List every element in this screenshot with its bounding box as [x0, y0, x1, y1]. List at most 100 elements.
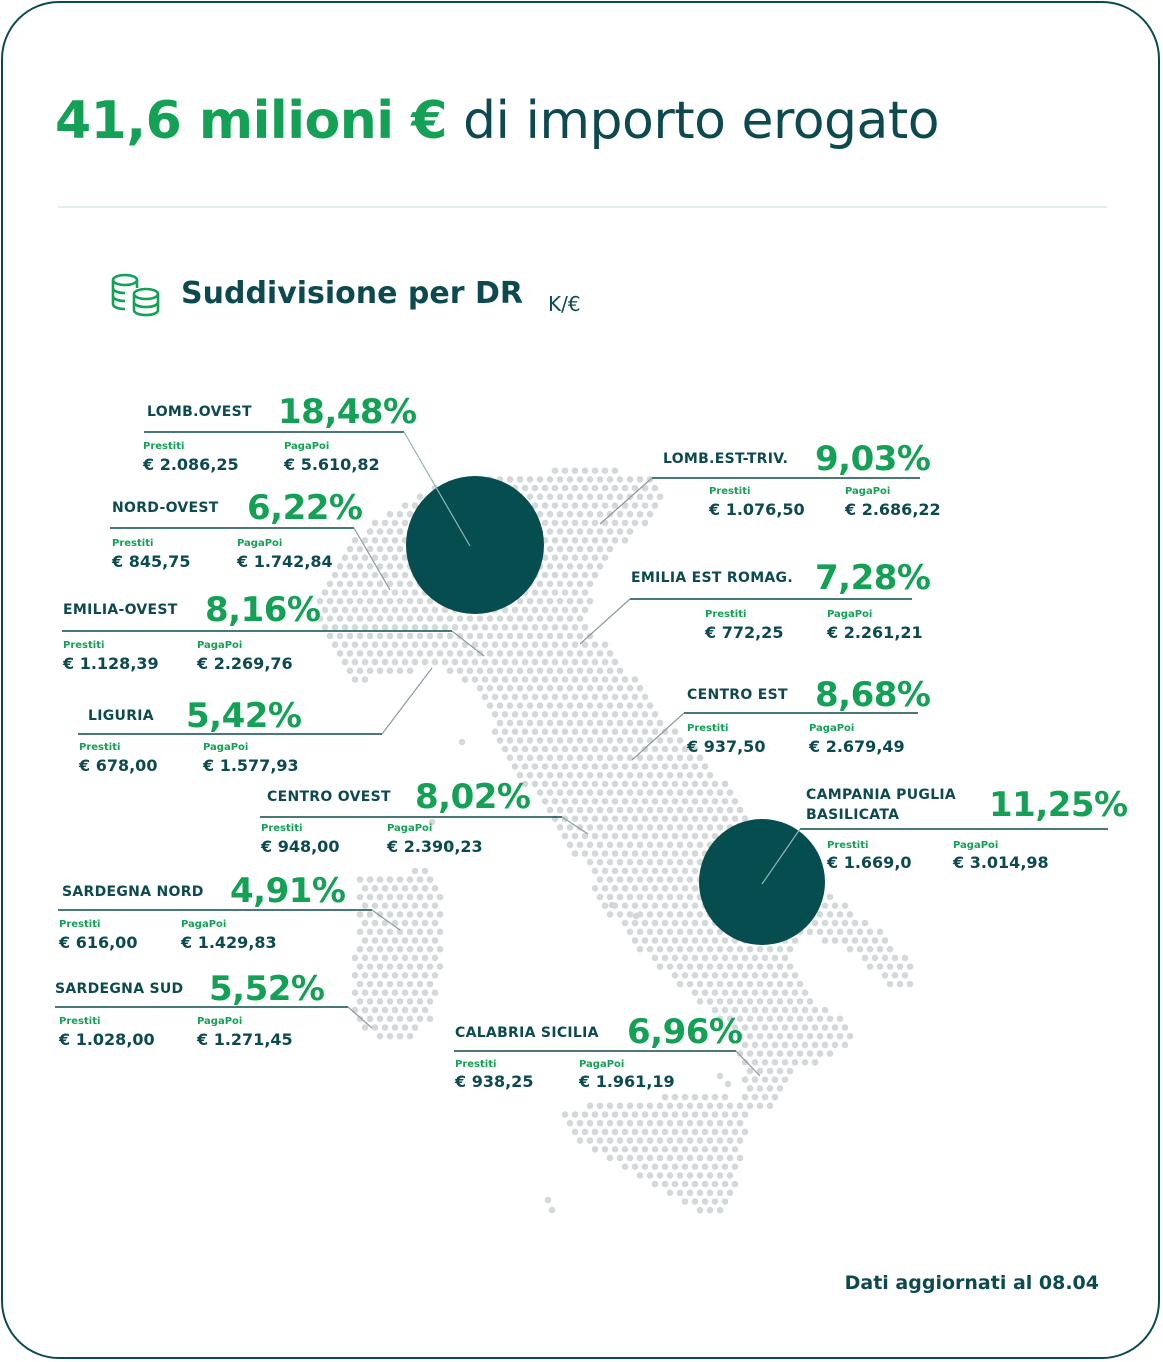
map-dot: [581, 658, 589, 666]
map-dot: [571, 658, 579, 666]
map-dot: [601, 484, 609, 492]
map-dot: [706, 1119, 714, 1127]
map-dot: [586, 841, 594, 849]
map-dot: [571, 589, 579, 596]
map-dot: [636, 476, 644, 483]
map-dot: [561, 502, 569, 509]
map-dot: [771, 1059, 779, 1066]
map-dot: [616, 876, 624, 883]
map-dot: [366, 632, 374, 640]
map-dot: [636, 876, 644, 883]
map-dot: [786, 1050, 794, 1057]
map-dot: [546, 789, 554, 796]
map-dot: [816, 911, 824, 918]
map-dot: [376, 893, 384, 901]
map-dot: [661, 919, 669, 927]
map-dot: [386, 893, 394, 901]
map-dot: [646, 1102, 654, 1110]
loans-value: € 845,75: [112, 552, 191, 571]
map-dot: [536, 684, 544, 692]
region-name-line1: CAMPANIA PUGLIA: [806, 787, 957, 803]
map-dot: [596, 563, 604, 570]
region-percentage: 6,96%: [627, 1012, 743, 1052]
map-dot: [691, 989, 699, 996]
map-dot: [736, 1032, 744, 1040]
map-dot: [601, 502, 609, 509]
map-dot: [671, 763, 679, 770]
map-dot: [521, 606, 529, 614]
map-dot: [556, 563, 564, 570]
leader-connector: [631, 712, 685, 761]
map-dot: [391, 606, 399, 614]
map-dot: [426, 893, 434, 901]
map-dot: [661, 885, 669, 892]
map-dot: [401, 658, 409, 666]
map-dot: [801, 1059, 809, 1066]
map-dot: [321, 589, 329, 596]
map-dot: [431, 937, 439, 944]
map-dot: [406, 650, 414, 657]
map-dot: [521, 484, 529, 492]
map-dot: [626, 911, 634, 918]
map-dot: [416, 650, 424, 657]
map-dot: [701, 1146, 709, 1153]
map-dot: [596, 876, 604, 883]
map-dot: [566, 771, 574, 779]
loans-value: € 938,25: [455, 1072, 534, 1091]
map-dot: [626, 1102, 634, 1110]
map-dot: [691, 763, 699, 770]
map-dot: [646, 858, 654, 866]
map-dot: [791, 1006, 799, 1014]
map-dot: [471, 641, 479, 648]
map-dot: [551, 641, 559, 648]
map-dot: [386, 528, 394, 535]
map-dot: [411, 972, 419, 979]
map-dot: [761, 972, 769, 979]
map-dot: [596, 893, 604, 901]
map-dot: [586, 597, 594, 605]
map-dot: [601, 728, 609, 735]
map-dot: [636, 1102, 644, 1110]
map-dot: [516, 754, 524, 762]
map-dot: [681, 954, 689, 962]
map-dot: [556, 510, 564, 518]
region-name-line2: BASILICATA: [806, 807, 900, 823]
map-dot: [626, 789, 634, 796]
map-dot: [561, 537, 569, 544]
map-dot: [596, 528, 604, 535]
map-dot: [696, 858, 704, 866]
map-dot: [726, 789, 734, 796]
map-dot: [621, 711, 629, 718]
map-dot: [731, 798, 739, 805]
map-dot: [381, 606, 389, 614]
map-dot: [616, 667, 624, 675]
region-percentage: 11,25%: [989, 785, 1128, 825]
map-dot: [391, 571, 399, 579]
map-dot: [366, 928, 374, 936]
map-dot: [661, 1146, 669, 1153]
map-dot: [566, 528, 574, 535]
map-dot: [631, 1111, 639, 1118]
map-dot: [421, 954, 429, 962]
map-dot: [426, 615, 434, 622]
map-dot: [381, 989, 389, 996]
map-dot: [796, 1015, 804, 1023]
map-dot: [351, 589, 359, 596]
map-dot: [366, 580, 374, 588]
map-dot: [641, 1146, 649, 1153]
map-dot: [541, 589, 549, 596]
map-dot: [611, 693, 619, 701]
map-dot: [756, 963, 764, 970]
map-dot: [791, 937, 799, 944]
map-dot: [381, 885, 389, 892]
map-dot: [666, 806, 674, 814]
paylater-value: € 3.014,98: [953, 853, 1049, 872]
paylater-label: PagaPoi: [197, 1016, 243, 1027]
map-dot: [786, 963, 794, 970]
map-dot: [421, 937, 429, 944]
map-dot: [691, 1111, 699, 1118]
map-dot: [721, 972, 729, 979]
map-dot: [661, 937, 669, 944]
map-dot: [366, 980, 374, 988]
map-dot: [621, 519, 629, 527]
